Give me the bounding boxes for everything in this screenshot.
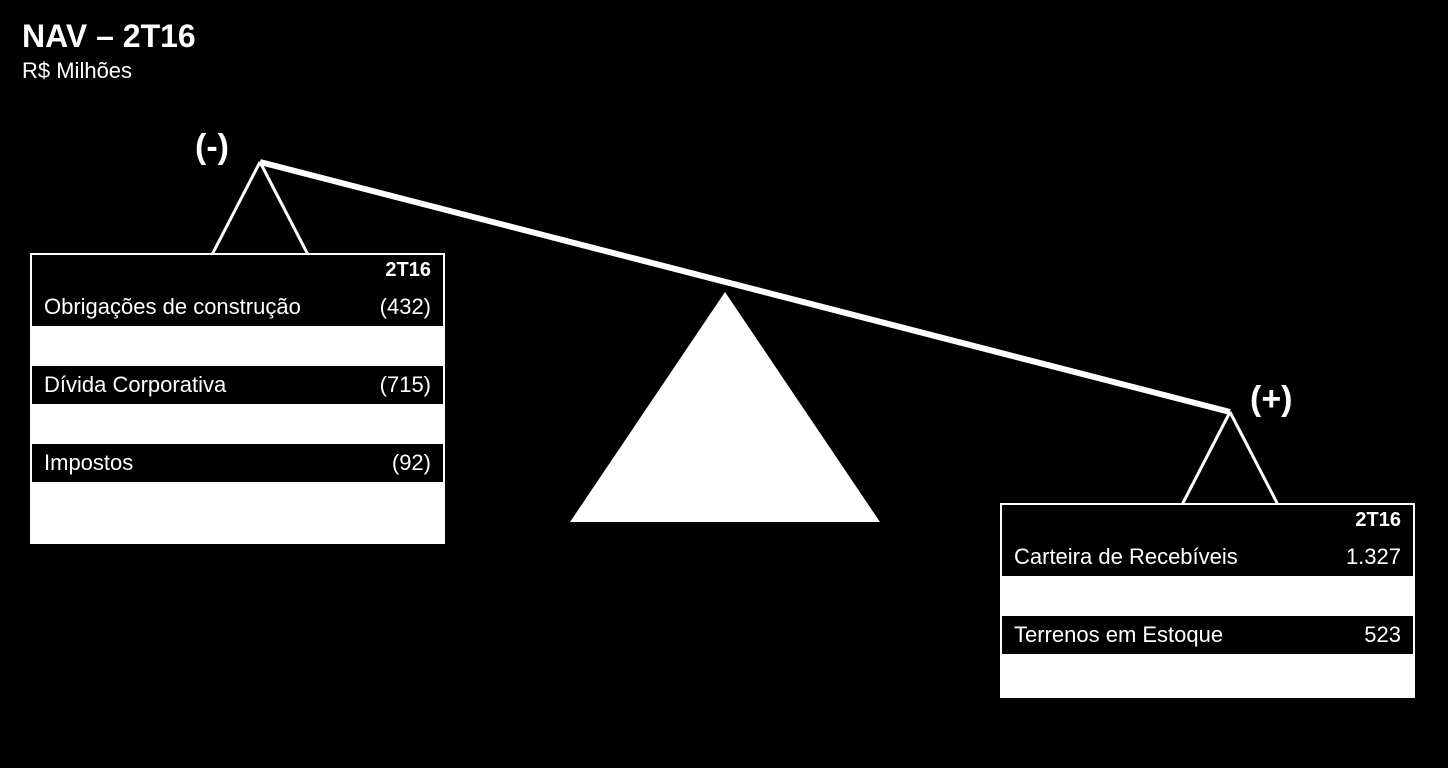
assets-table: 2T16 Carteira de Recebíveis 1.327 Terren… <box>1000 503 1415 698</box>
row-label: Dívida Corporativa <box>44 372 226 398</box>
table-spacer <box>32 404 443 444</box>
table-footer <box>1002 654 1413 696</box>
row-value: (715) <box>351 372 431 398</box>
table-spacer <box>32 326 443 366</box>
row-value: 1.327 <box>1321 544 1401 570</box>
table-row: Terrenos em Estoque 523 <box>1002 616 1413 654</box>
row-label: Terrenos em Estoque <box>1014 622 1223 648</box>
row-value: 523 <box>1321 622 1401 648</box>
liabilities-table: 2T16 Obrigações de construção (432) Dívi… <box>30 253 445 544</box>
assets-header: 2T16 <box>1002 505 1413 538</box>
row-value: (92) <box>351 450 431 476</box>
table-row: Impostos (92) <box>32 444 443 482</box>
table-spacer <box>1002 576 1413 616</box>
row-label: Carteira de Recebíveis <box>1014 544 1238 570</box>
row-label: Impostos <box>44 450 133 476</box>
table-row: Dívida Corporativa (715) <box>32 366 443 404</box>
fulcrum-triangle <box>570 292 880 522</box>
minus-label: (-) <box>195 128 229 167</box>
row-value: (432) <box>351 294 431 320</box>
table-row: Obrigações de construção (432) <box>32 288 443 326</box>
plus-label: (+) <box>1250 380 1293 419</box>
table-footer <box>32 482 443 542</box>
row-label: Obrigações de construção <box>44 294 301 320</box>
page-title: NAV – 2T16 <box>22 18 196 55</box>
table-row: Carteira de Recebíveis 1.327 <box>1002 538 1413 576</box>
page-subtitle: R$ Milhões <box>22 58 132 84</box>
liabilities-header: 2T16 <box>32 255 443 288</box>
